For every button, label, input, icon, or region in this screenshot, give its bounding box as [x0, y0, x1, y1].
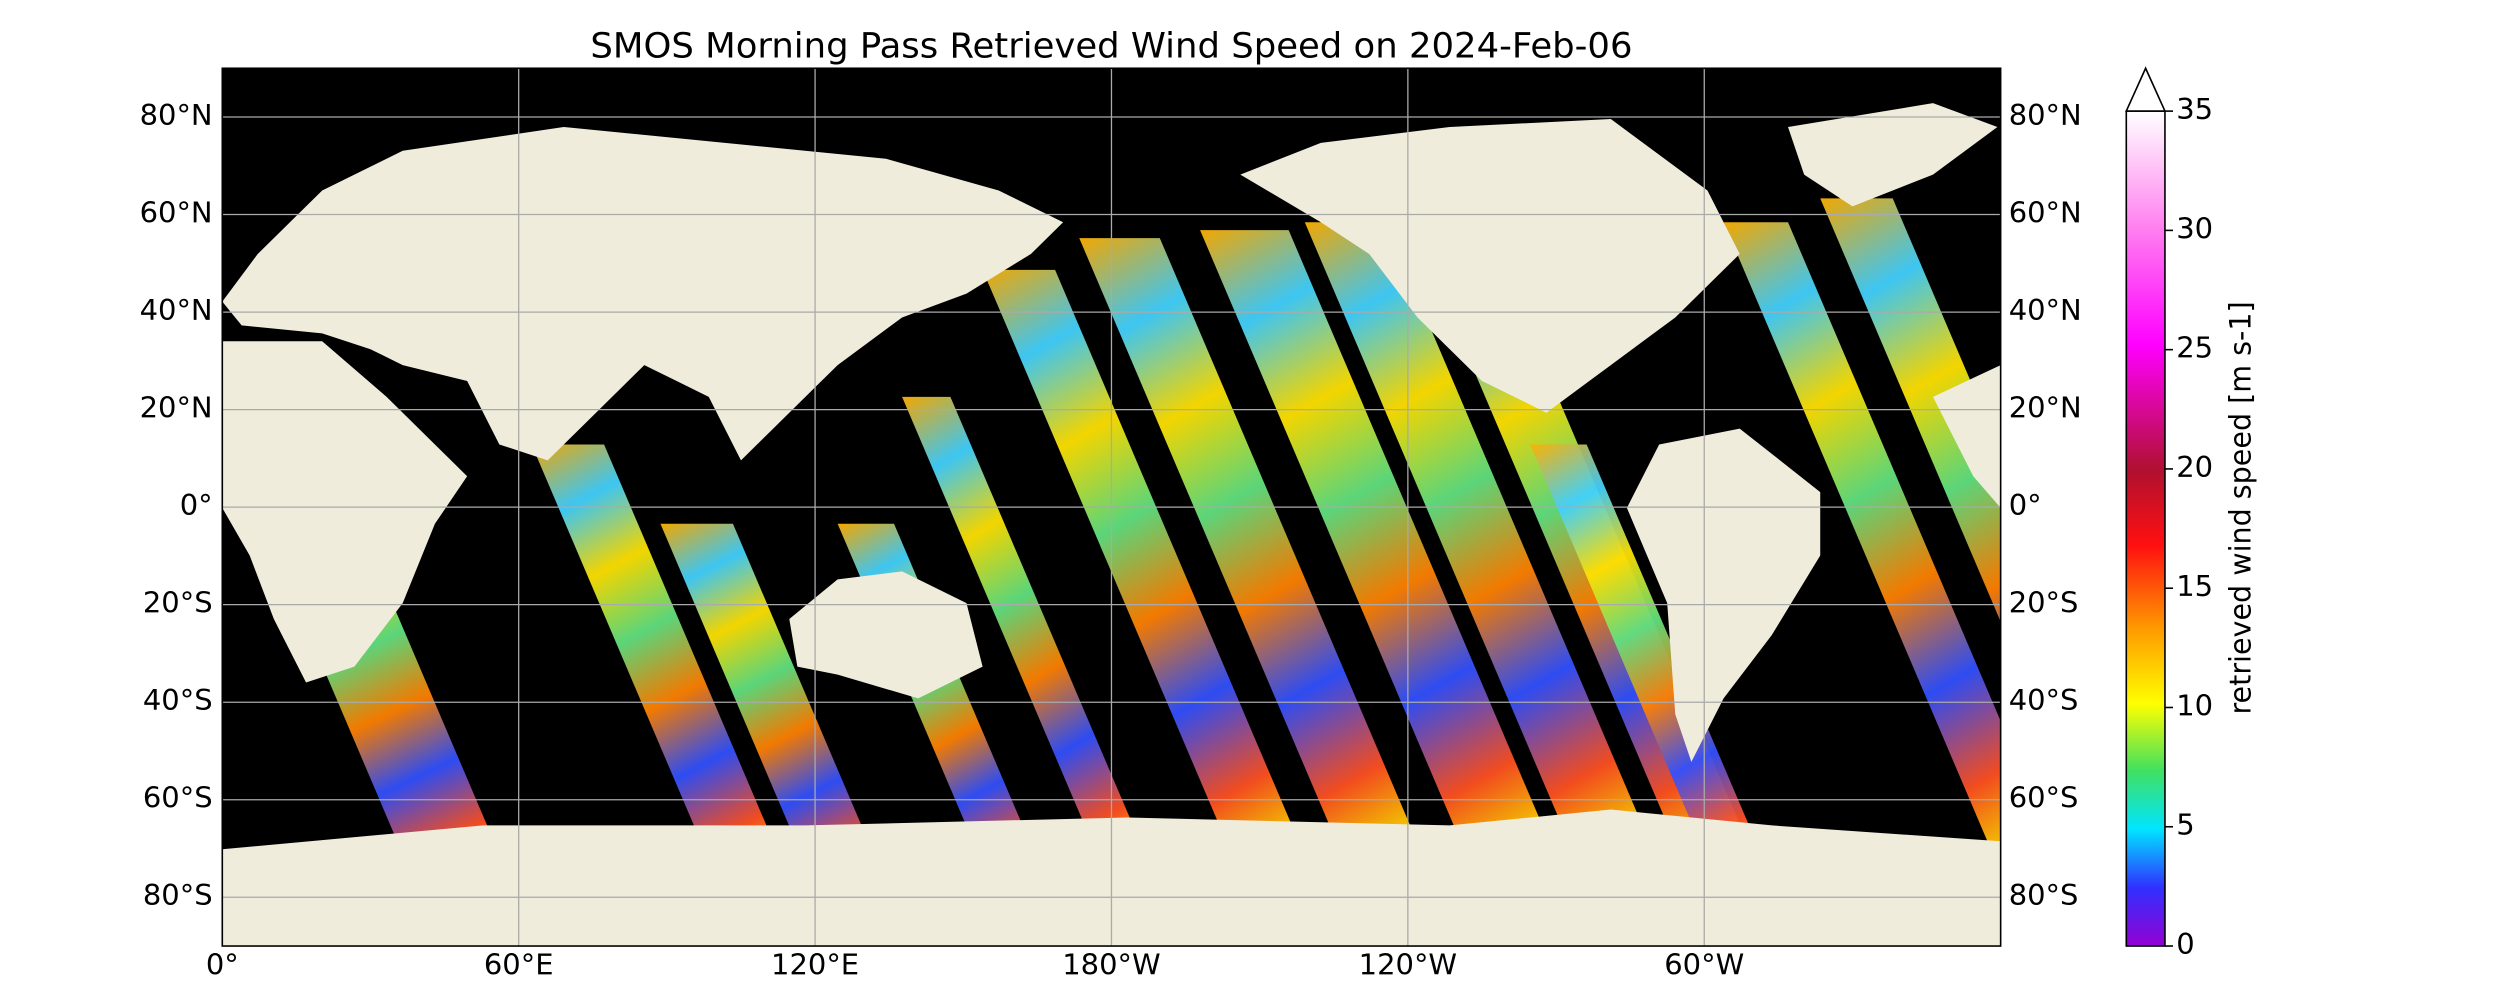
land — [222, 103, 2001, 947]
colorbar — [2126, 111, 2165, 947]
axes: 0° 60°E 120°E 180°W 120°W 60°W 80°N 80°N 60°N 60°… — [140, 98, 2082, 981]
eurasia — [222, 126, 1064, 461]
y-tick-label-right: 80°S — [2009, 878, 2079, 912]
x-tick-label: 120°E — [771, 948, 859, 982]
y-tick-label: 80°N — [140, 98, 213, 132]
y-tick-label-right: 60°N — [2009, 196, 2082, 230]
colorbar-tick-label: 5 — [2176, 808, 2194, 842]
colorbar-extend — [2125, 66, 2167, 112]
x-tick-label: 0° — [206, 948, 239, 982]
colorbar-tick-label: 15 — [2176, 569, 2213, 603]
y-tick-label-right: 0° — [2009, 488, 2042, 522]
colorbar-frame — [2125, 110, 2166, 947]
swaths — [241, 198, 2001, 947]
colorbar-tick-label: 20 — [2176, 450, 2213, 484]
swath — [1304, 222, 1694, 947]
colorbar-tick-label: 10 — [2176, 689, 2213, 723]
africa-west — [1932, 365, 2001, 508]
africa — [222, 341, 468, 683]
australia — [789, 571, 983, 699]
swath — [531, 444, 818, 947]
y-tick-label-right: 20°S — [2009, 586, 2079, 620]
colorbar-axis: 0 5 10 15 20 25 30 35 — [2164, 92, 2213, 961]
colorbar-label: retrieved wind speed [m s-1] — [2223, 301, 2257, 714]
x-tick-label: 120°W — [1359, 948, 1457, 982]
y-tick-label: 60°S — [143, 781, 213, 815]
y-tick-label-right: 20°N — [2009, 391, 2082, 425]
y-tick-label-right: 40°S — [2009, 683, 2079, 717]
colorbar-tick-label: 35 — [2176, 92, 2213, 126]
x-tick-label: 180°W — [1062, 948, 1160, 982]
x-tick-label: 60°W — [1664, 948, 1744, 982]
swath — [1530, 444, 1801, 947]
y-tick-label: 0° — [180, 488, 213, 522]
y-tick-label-right: 80°N — [2009, 98, 2082, 132]
x-tick-label: 60°E — [484, 948, 554, 982]
colorbar-tick-label: 0 — [2176, 927, 2194, 961]
y-tick-label-right: 60°S — [2009, 781, 2079, 815]
swath — [982, 269, 1344, 947]
swath — [902, 396, 1185, 947]
y-tick-label: 20°N — [140, 391, 213, 425]
y-tick-label: 60°N — [140, 196, 213, 230]
swath — [1079, 238, 1462, 947]
greenland — [1788, 103, 1998, 207]
swath — [1723, 222, 2001, 873]
south-america — [1626, 428, 1821, 762]
colorbar-tick-label: 25 — [2176, 331, 2213, 365]
map-title: SMOS Morning Pass Retrieved Wind Speed o… — [590, 26, 1632, 67]
map-area — [222, 68, 2001, 947]
north-america — [1240, 119, 1740, 413]
grid — [222, 68, 2001, 947]
y-tick-label: 40°N — [140, 293, 213, 327]
y-tick-label-right: 40°N — [2009, 293, 2082, 327]
y-tick-label: 80°S — [143, 878, 213, 912]
colorbar-tick-label: 30 — [2176, 212, 2213, 246]
y-tick-label: 40°S — [143, 683, 213, 717]
map-frame — [221, 67, 2002, 947]
y-tick-label: 20°S — [143, 586, 213, 620]
